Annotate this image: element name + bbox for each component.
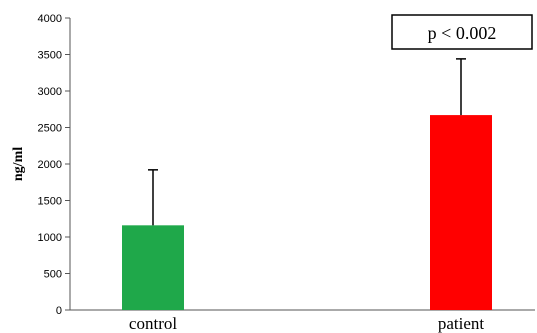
x-tick-label-patient: patient (438, 314, 485, 333)
y-tick-label: 1500 (38, 196, 62, 208)
y-tick-label: 1000 (38, 232, 62, 244)
bars (122, 115, 492, 310)
bar-control (122, 225, 184, 310)
annotation-box (391, 14, 533, 50)
y-tick-label: 0 (56, 305, 62, 317)
y-tick-label: 2000 (38, 159, 62, 171)
error-bars (148, 58, 466, 226)
y-tick-label: 500 (44, 269, 62, 281)
y-axis-label: ng/ml (11, 147, 26, 181)
y-tick-label: 3500 (38, 50, 62, 62)
axes: 0 500 1000 1500 2000 2500 3000 3500 4000 (38, 13, 535, 317)
x-tick-label-control: control (129, 314, 177, 333)
y-tick-label: 3000 (38, 86, 62, 98)
bar-patient (430, 115, 492, 310)
labels: control patient (129, 314, 484, 333)
annotation-text: p < 0.002 (428, 23, 497, 43)
annotation: p < 0.002 (391, 14, 533, 50)
y-tick-label: 2500 (38, 123, 62, 135)
y-tick-label: 4000 (38, 13, 62, 25)
